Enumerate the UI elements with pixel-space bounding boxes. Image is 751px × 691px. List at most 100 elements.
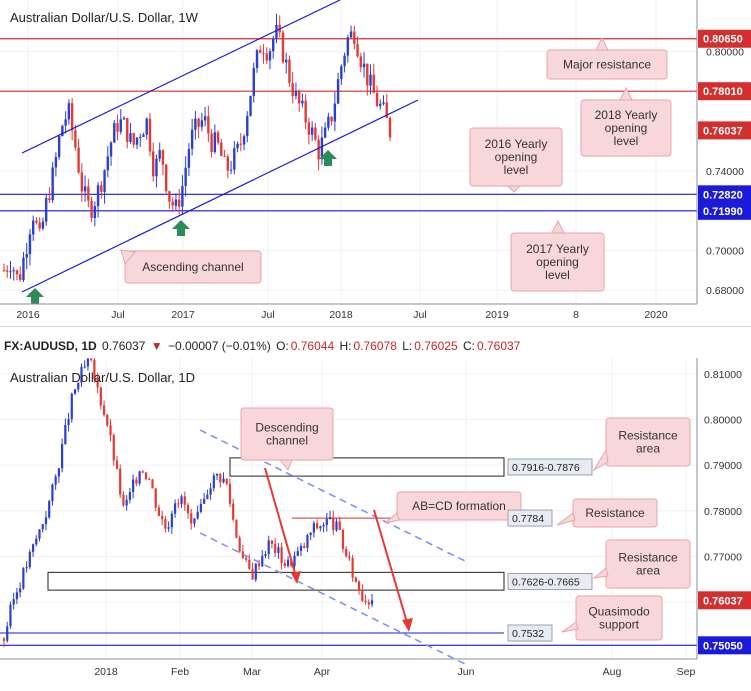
daily-candle-body	[90, 358, 93, 361]
daily-candle-body	[83, 366, 86, 368]
weekly-chart-title: Australian Dollar/U.S. Dollar, 1W	[10, 10, 199, 25]
weekly-y-tick: 0.68000	[706, 285, 744, 297]
daily-candle-body	[41, 524, 44, 530]
daily-chart-panel[interactable]: Descending channel AB=CD formation Resistan…	[0, 358, 751, 691]
down-arrow-icon: ▼	[150, 339, 163, 353]
daily-candle-body	[219, 473, 222, 483]
daily-candle-body	[48, 501, 51, 518]
daily-note-abcd-bg	[396, 491, 522, 521]
daily-candle-body	[106, 414, 109, 426]
weekly-x-tick: 2017	[171, 309, 195, 321]
weekly-candle-body	[255, 50, 259, 69]
daily-candle-body	[341, 530, 345, 549]
weekly-candle-body	[236, 143, 239, 149]
weekly-candle-body	[252, 68, 255, 96]
weekly-candle-body	[90, 200, 93, 218]
daily-candle-body	[264, 554, 267, 556]
weekly-candle-body	[161, 150, 165, 165]
daily-candle-body	[228, 483, 232, 504]
daily-candle-body	[267, 540, 270, 555]
daily-note-resistance-area-mid-text: Resistance	[618, 551, 678, 565]
daily-note-quasimodo-pointer	[561, 621, 579, 633]
weekly-up-arrow-icon	[319, 150, 337, 166]
daily-candle-body	[122, 494, 125, 506]
daily-candle-body	[96, 379, 99, 388]
daily-candle-body	[348, 556, 351, 559]
weekly-price-label-bg	[698, 121, 751, 140]
daily-price-label: 0.75050	[703, 640, 743, 652]
weekly-candle-body	[70, 103, 74, 131]
daily-y-tick: 0.79000	[704, 460, 742, 472]
weekly-candle-body	[356, 43, 359, 57]
daily-candle-body	[212, 475, 215, 489]
weekly-candle-body	[132, 133, 135, 145]
weekly-candle-body	[320, 137, 324, 160]
weekly-candle-body	[207, 116, 210, 134]
daily-candle-body	[296, 551, 299, 556]
weekly-candle-body	[210, 133, 213, 153]
weekly-chart-panel[interactable]: Major resistance 2018 Yearly opening level 2…	[0, 0, 751, 327]
daily-candle-body	[367, 602, 370, 605]
daily-candle-body	[177, 503, 180, 505]
weekly-candle-body	[310, 127, 314, 135]
weekly-candle-body	[262, 52, 265, 54]
weekly-note-major-resistance-pointer	[595, 36, 609, 51]
daily-note-resistance-area-top-text: area	[636, 442, 660, 456]
weekly-up-arrow-icon	[26, 288, 44, 304]
weekly-candle-body	[349, 31, 353, 38]
daily-resistance-area-upper	[229, 457, 505, 477]
weekly-candle-body	[213, 132, 217, 153]
daily-note-resistance-area-mid-bg	[605, 539, 691, 589]
daily-price-label-bg	[698, 636, 751, 655]
last-price: 0.76037	[102, 339, 146, 353]
daily-candle-body	[325, 518, 328, 526]
symbol-label[interactable]: FX:AUDUSD, 1D	[4, 339, 97, 353]
weekly-candle-body	[246, 115, 249, 137]
weekly-note-ascending-channel-bg	[124, 250, 262, 284]
daily-note-resistance-area-top-bg	[605, 417, 691, 467]
weekly-price-label: 0.80650	[703, 34, 743, 46]
weekly-candle-body	[223, 155, 226, 157]
weekly-candle-body	[340, 66, 343, 80]
daily-candle-body	[261, 555, 264, 567]
daily-candle-body	[119, 468, 122, 495]
weekly-candle-body	[116, 123, 119, 132]
weekly-candle-body	[113, 123, 116, 143]
daily-x-tick: Sep	[677, 666, 696, 678]
daily-y-tick: 0.81000	[704, 369, 742, 381]
weekly-note-2017-yearly-text: opening	[536, 255, 579, 269]
daily-candle-body	[254, 563, 257, 580]
weekly-candle-body	[385, 102, 388, 118]
daily-candle-body	[199, 503, 203, 512]
daily-candle-body	[31, 544, 35, 552]
weekly-candle-body	[174, 199, 178, 206]
weekly-candle-body	[87, 186, 90, 201]
daily-candle-body	[338, 521, 341, 531]
weekly-candle-body	[177, 199, 181, 207]
daily-candle-body	[148, 479, 151, 481]
weekly-candle-body	[275, 24, 278, 39]
daily-note-abcd-pointer	[384, 512, 400, 524]
weekly-candle-body	[304, 100, 307, 123]
weekly-candle-body	[239, 143, 242, 145]
weekly-x-tick: 2018	[329, 309, 353, 321]
daily-candle-body	[370, 600, 374, 605]
weekly-y-tick: 0.74000	[706, 166, 744, 178]
daily-candle-body	[316, 523, 319, 529]
weekly-candle-body	[229, 169, 233, 171]
daily-note-resistance: Resistance	[556, 498, 658, 528]
daily-candle-body	[67, 419, 70, 425]
daily-candle-body	[109, 425, 112, 436]
weekly-candle-body	[61, 125, 64, 137]
daily-candle-body	[73, 389, 77, 394]
weekly-candle-body	[379, 103, 382, 107]
weekly-note-2016-yearly-text: level	[504, 163, 529, 177]
weekly-candle-body	[103, 170, 106, 192]
daily-candle-body	[102, 405, 106, 415]
weekly-candle-body	[233, 148, 236, 170]
daily-candle-body	[144, 472, 148, 480]
daily-candle-body	[6, 626, 9, 641]
